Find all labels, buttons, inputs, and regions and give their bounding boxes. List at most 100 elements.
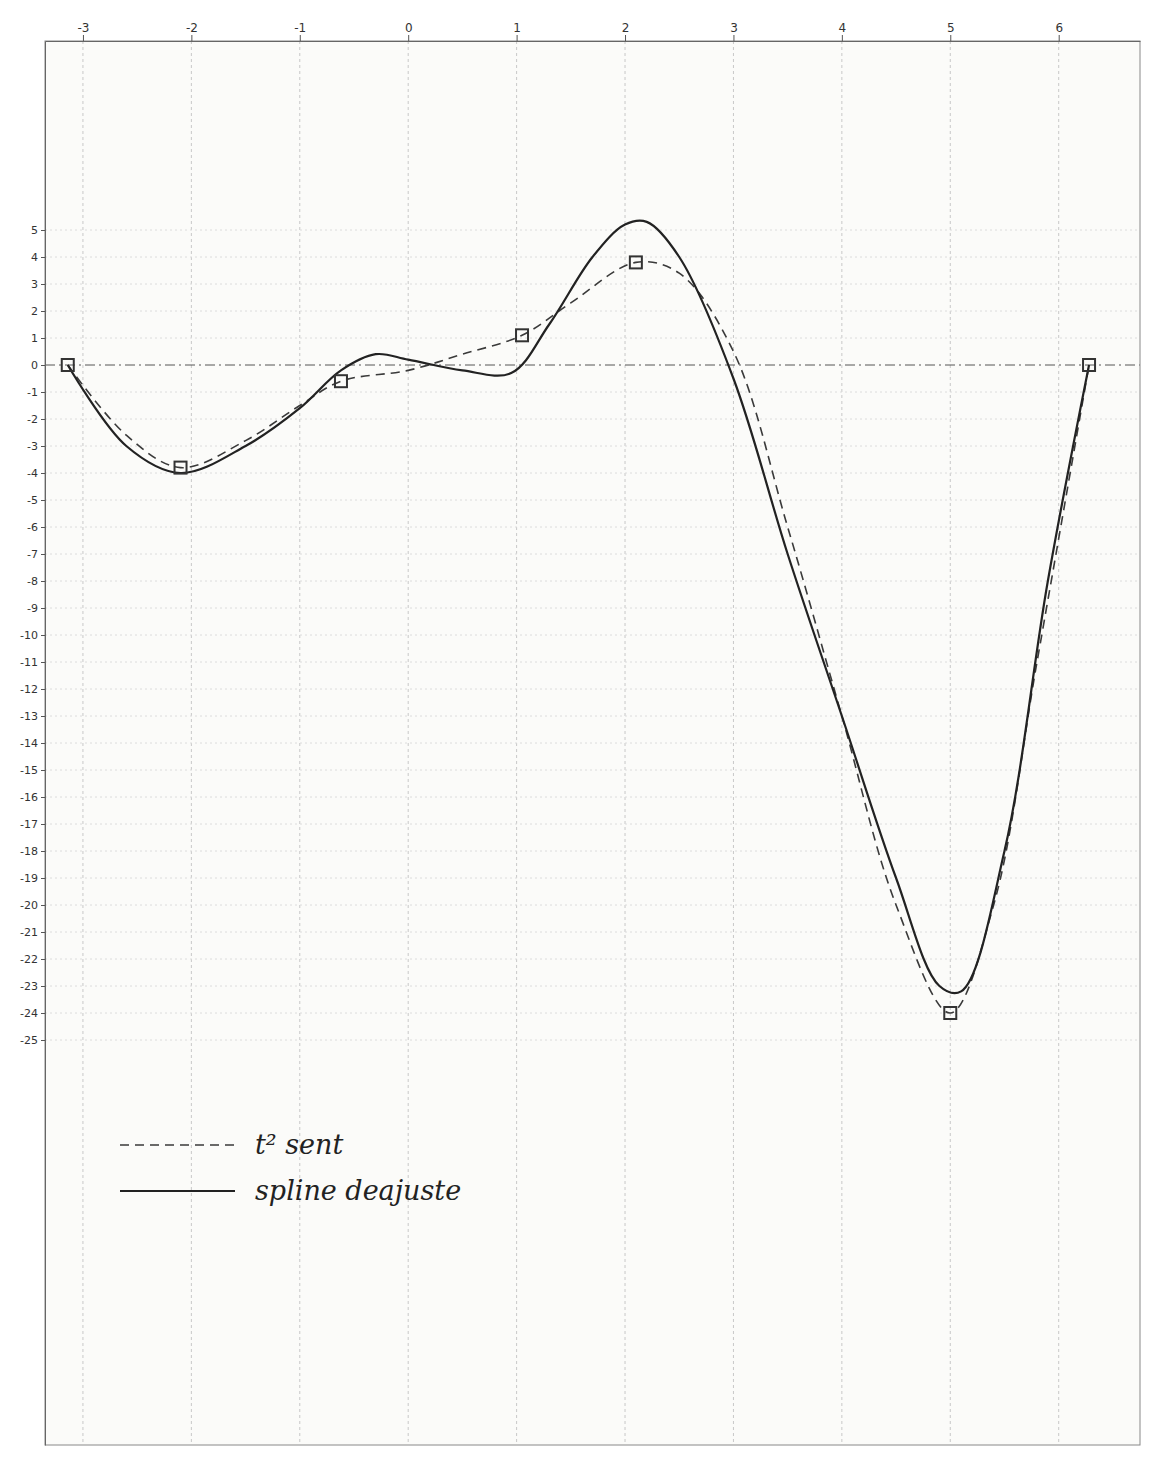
y-tick: -4 [27, 467, 45, 480]
y-tick: 5 [31, 224, 45, 237]
zero-line [45, 365, 1140, 366]
y-tick-mark [41, 284, 45, 285]
y-tick-mark [41, 365, 45, 366]
y-tick-label: 0 [31, 359, 38, 372]
y-tick-label: -16 [20, 791, 38, 804]
y-tick: -8 [27, 575, 45, 588]
grid-line-y [45, 851, 1140, 852]
y-tick-label: -6 [27, 521, 38, 534]
grid-line-y [45, 419, 1140, 420]
grid-line-y [45, 905, 1140, 906]
y-tick-mark [41, 851, 45, 852]
x-tick: 4 [839, 21, 847, 41]
x-tick-mark [1059, 35, 1060, 41]
chart: -3-2-10123456543210-1-2-3-4-5-6-7-8-9-10… [0, 0, 1154, 1466]
x-tick: -3 [77, 21, 89, 41]
plot-frame [45, 41, 1140, 1445]
y-tick: -19 [20, 872, 45, 885]
legend-label: spline deajuste [255, 1175, 461, 1206]
marks [62, 221, 1095, 1019]
y-tick-label: 1 [31, 332, 38, 345]
grid-line-y [45, 392, 1140, 393]
data-point [630, 256, 642, 268]
grid-line-y [45, 1040, 1140, 1041]
y-tick-mark [41, 986, 45, 987]
y-axis: 543210-1-2-3-4-5-6-7-8-9-10-11-12-13-14-… [20, 42, 45, 1446]
grid-line-y [45, 716, 1140, 717]
y-tick-label: -8 [27, 575, 38, 588]
y-tick: -9 [27, 602, 45, 615]
x-tick-label: 0 [405, 21, 413, 35]
x-tick-mark [625, 35, 626, 41]
y-tick-label: -11 [20, 656, 38, 669]
grid-line-y [45, 662, 1140, 663]
y-tick-label: -21 [20, 926, 38, 939]
data-point [944, 1007, 956, 1019]
y-tick-label: -23 [20, 980, 38, 993]
y-tick: 2 [31, 305, 45, 318]
y-tick-label: -14 [20, 737, 38, 750]
grid-line-y [45, 635, 1140, 636]
x-tick-mark [950, 35, 951, 41]
x-tick-mark [300, 35, 301, 41]
y-tick-mark [41, 635, 45, 636]
y-tick-mark [41, 878, 45, 879]
y-tick-mark [41, 932, 45, 933]
grid-line-y [45, 284, 1140, 285]
y-tick-mark [41, 662, 45, 663]
grid-line-x [733, 41, 734, 1445]
y-tick-mark [41, 797, 45, 798]
grid-line-y [45, 527, 1140, 528]
grid-line-y [45, 581, 1140, 582]
y-tick-label: -15 [20, 764, 38, 777]
y-tick-mark [41, 257, 45, 258]
x-tick: 6 [1055, 21, 1063, 41]
grid-line-y [45, 986, 1140, 987]
y-tick: -24 [20, 1007, 45, 1020]
legend-swatch [120, 1190, 235, 1192]
x-tick-label: 3 [730, 21, 738, 35]
y-tick-mark [41, 608, 45, 609]
x-tick: 2 [622, 21, 630, 41]
y-tick-label: -9 [27, 602, 38, 615]
y-tick-label: -24 [20, 1007, 38, 1020]
grid-line-y [45, 797, 1140, 798]
y-tick-mark [41, 230, 45, 231]
y-tick-label: -22 [20, 953, 38, 966]
y-tick: 4 [31, 251, 45, 264]
series-line [68, 262, 1089, 1013]
y-tick: -12 [20, 683, 45, 696]
x-tick-mark [83, 35, 84, 41]
x-tick-label: -2 [186, 21, 198, 35]
y-tick-label: 5 [31, 224, 38, 237]
y-tick-mark [41, 743, 45, 744]
data-point [516, 329, 528, 341]
y-tick-mark [41, 554, 45, 555]
grid-line-y [45, 500, 1140, 501]
y-tick-mark [41, 473, 45, 474]
y-tick-label: -2 [27, 413, 38, 426]
plot-background [45, 41, 1140, 1445]
grid-line-y [45, 932, 1140, 933]
grid [45, 41, 1140, 1445]
y-tick-label: 4 [31, 251, 38, 264]
y-tick-label: -4 [27, 467, 38, 480]
y-tick: -23 [20, 980, 45, 993]
x-tick-label: 6 [1055, 21, 1063, 35]
y-tick-label: -19 [20, 872, 38, 885]
x-tick-mark [842, 35, 843, 41]
x-tick: 0 [405, 21, 413, 41]
y-tick: -5 [27, 494, 45, 507]
grid-line-y [45, 311, 1140, 312]
y-axis-line [45, 42, 46, 1446]
y-tick-mark [41, 689, 45, 690]
y-tick: -13 [20, 710, 45, 723]
y-tick: -6 [27, 521, 45, 534]
y-tick-mark [41, 581, 45, 582]
y-tick-label: -1 [27, 386, 38, 399]
grid-line-y [45, 959, 1140, 960]
y-tick-label: -10 [20, 629, 38, 642]
y-tick: -14 [20, 737, 45, 750]
x-tick-mark [191, 35, 192, 41]
y-tick-mark [41, 959, 45, 960]
